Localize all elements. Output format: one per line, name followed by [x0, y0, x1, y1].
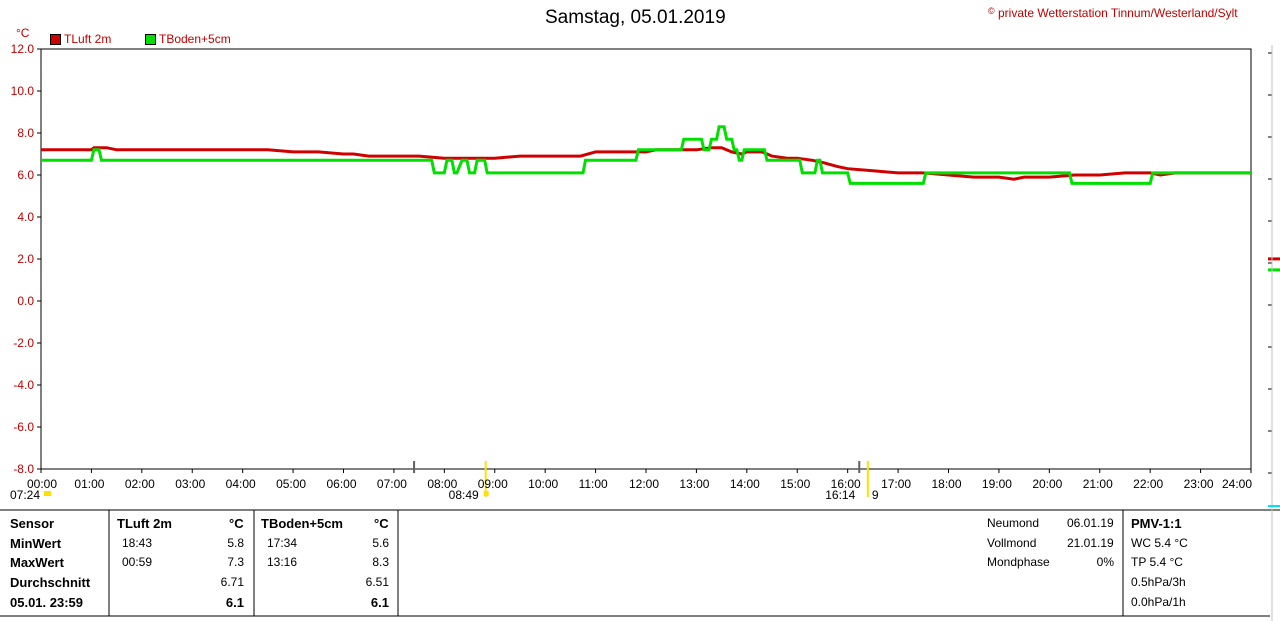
- legend-label-tluft: TLuft 2m: [64, 32, 112, 46]
- x-tick-label: 05:00: [276, 477, 307, 491]
- copyright-label: private Wetterstation Tinnum/Westerland/…: [997, 6, 1238, 20]
- moon-full-label: Vollmond: [987, 536, 1037, 550]
- x-tick-label: 16:00: [830, 477, 861, 491]
- row-label-max: MaxWert: [10, 555, 64, 570]
- col2-header: TBoden+5cm: [261, 516, 343, 531]
- time-markers: [44, 461, 869, 497]
- sun-marker: [483, 491, 489, 496]
- y-tick-label: -6.0: [13, 420, 34, 434]
- x-tick-label: 04:00: [225, 477, 256, 491]
- col2-avg-value: 6.51: [365, 575, 389, 589]
- x-tick-label: 24:00: [1222, 477, 1253, 491]
- right-axis: [1268, 45, 1280, 621]
- x-tick-label: 08:00: [427, 477, 458, 491]
- col2-max-time: 13:16: [267, 555, 298, 569]
- col1-header: TLuft 2m: [117, 516, 172, 531]
- x-tick-label: 22:00: [1133, 477, 1164, 491]
- col1-unit: °C: [229, 516, 244, 531]
- series-layer: [41, 125, 1251, 185]
- x-tick-label: 10:00: [528, 477, 559, 491]
- y-tick-label: 10.0: [10, 84, 34, 98]
- legend-item-tluft: TLuft 2m: [50, 32, 111, 46]
- x-tick-label: 20:00: [1032, 477, 1063, 491]
- x-tick-label: 18:00: [931, 477, 962, 491]
- col1-last-value: 6.1: [225, 595, 244, 610]
- copyright-text: © private Wetterstation Tinnum/Westerlan…: [988, 6, 1238, 20]
- pmv-title: PMV-1:1: [1131, 516, 1182, 531]
- legend-label-tboden: TBoden+5cm: [159, 32, 231, 46]
- time-marker-label: 16:14: [825, 488, 856, 502]
- moon-new-label: Neumond: [987, 516, 1040, 530]
- time-marker-label: 9: [871, 488, 879, 502]
- row-label-avg: Durchschnitt: [10, 575, 91, 590]
- x-tick-label: 17:00: [881, 477, 912, 491]
- legend-item-tboden: TBoden+5cm: [145, 32, 231, 46]
- col1-min-value: 5.8: [227, 536, 244, 550]
- time-marker-label: 08:49: [448, 488, 479, 502]
- chart-title: Samstag, 05.01.2019: [545, 7, 726, 28]
- y-tick-label: 12.0: [10, 42, 34, 56]
- col1-avg-value: 6.71: [220, 575, 244, 589]
- y-tick-label: -2.0: [13, 336, 34, 350]
- col2-min-time: 17:34: [267, 536, 298, 550]
- x-tick-label: 13:00: [679, 477, 710, 491]
- y-tick-label: -4.0: [13, 378, 34, 392]
- y-tick-label: 0.0: [17, 294, 34, 308]
- series-line-tluft: [41, 146, 1251, 181]
- copyright-symbol: ©: [988, 6, 995, 16]
- x-tick-label: 07:00: [376, 477, 407, 491]
- col1-max-time: 00:59: [122, 555, 153, 569]
- x-tick-label: 06:00: [326, 477, 357, 491]
- pmv-pressure-1h: 0.0hPa/1h: [1131, 595, 1186, 609]
- plot-frame: [40, 48, 1252, 470]
- pmv-wc: WC 5.4 °C: [1131, 536, 1188, 550]
- legend-swatch-tluft: [50, 33, 61, 45]
- y-tick-label: 2.0: [17, 252, 34, 266]
- x-tick-label: 00:00: [27, 477, 58, 491]
- moon-new-date: 06.01.19: [1067, 516, 1114, 530]
- pmv-tp: TP 5.4 °C: [1131, 555, 1183, 569]
- series-line-tboden: [41, 125, 1251, 185]
- y-tick-label: -8.0: [13, 462, 34, 476]
- axes: [0, 48, 1280, 617]
- col1-max-value: 7.3: [227, 555, 244, 569]
- x-tick-label: 23:00: [1183, 477, 1214, 491]
- y-axis-unit: °C: [16, 26, 30, 40]
- col2-unit: °C: [374, 516, 389, 531]
- row-label-sensor: Sensor: [10, 516, 55, 531]
- x-tick-label: 12:00: [629, 477, 660, 491]
- x-tick-label: 19:00: [981, 477, 1012, 491]
- y-tick-label: 8.0: [17, 126, 34, 140]
- x-tick-label: 11:00: [578, 477, 608, 491]
- pmv-pressure-3h: 0.5hPa/3h: [1131, 575, 1186, 589]
- x-tick-label: 03:00: [175, 477, 206, 491]
- sun-marker: [44, 491, 51, 496]
- col1-min-time: 18:43: [122, 536, 153, 550]
- x-tick-label: 21:00: [1082, 477, 1113, 491]
- x-tick-label: 09:00: [477, 477, 508, 491]
- row-label-min: MinWert: [10, 536, 62, 551]
- moon-phase-label: Mondphase: [987, 555, 1050, 569]
- moon-full-date: 21.01.19: [1067, 536, 1114, 550]
- time-marker-label: 07:24: [10, 488, 41, 502]
- x-tick-label: 15:00: [780, 477, 811, 491]
- x-tick-label: 02:00: [124, 477, 155, 491]
- x-tick-label: 14:00: [729, 477, 760, 491]
- col2-last-value: 6.1: [370, 595, 389, 610]
- y-tick-label: 4.0: [17, 210, 34, 224]
- moon-phase-value: 0%: [1096, 555, 1114, 569]
- col2-max-value: 8.3: [372, 555, 389, 569]
- legend-swatch-tboden: [145, 33, 156, 45]
- row-label-last: 05.01. 23:59: [10, 595, 84, 610]
- col2-min-value: 5.6: [372, 536, 389, 550]
- x-tick-label: 01:00: [74, 477, 105, 491]
- y-tick-label: 6.0: [17, 168, 34, 182]
